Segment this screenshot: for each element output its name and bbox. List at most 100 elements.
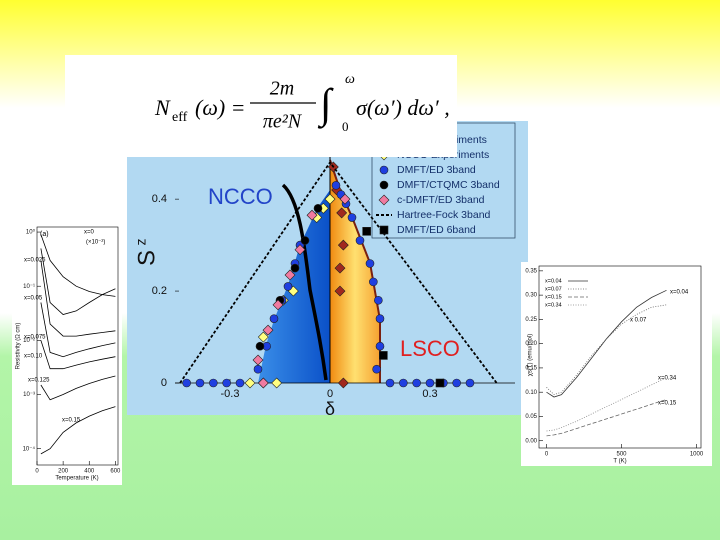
- annotation: x=0.04: [670, 290, 689, 296]
- formula-denominator: πe²N: [263, 111, 303, 133]
- point: [272, 299, 284, 311]
- point: [372, 364, 381, 374]
- chart-title: (a): [40, 231, 49, 238]
- legend-label: x=0.34: [545, 302, 562, 308]
- x-tick-label: 0: [35, 469, 39, 475]
- point: [244, 377, 256, 389]
- series-label: x=0: [84, 230, 95, 236]
- point: [290, 263, 300, 273]
- x-tick-label: 0.3: [422, 388, 437, 400]
- legend-label: c-DMFT/ED 3band: [397, 194, 485, 206]
- point: [365, 259, 375, 268]
- formula-upper: ω: [345, 72, 355, 87]
- point: [257, 377, 269, 389]
- plot-frame: [538, 265, 702, 449]
- annotation: (×10⁻²): [86, 240, 105, 246]
- susceptibility-chart: 0 500 1000 0.00 0.05 0.10 0.15 0.20 0.25 0.30 0.35…: [521, 262, 712, 466]
- point: [195, 378, 205, 388]
- point: [374, 295, 383, 305]
- point: [222, 378, 231, 388]
- y-tick-label: 10⁻¹: [23, 284, 35, 290]
- y-tick-label: 0.4: [152, 193, 167, 205]
- series-line: [40, 375, 116, 401]
- point: [253, 364, 263, 374]
- point: [324, 193, 336, 205]
- point: [336, 207, 348, 219]
- point: [283, 282, 293, 291]
- point: [369, 277, 378, 287]
- y-tick-label: 0.30: [525, 293, 537, 299]
- series-line: [546, 304, 667, 396]
- series-label: x=0.10: [24, 354, 43, 360]
- x-axis-label: δ: [325, 399, 335, 419]
- y-tick-label: 0.15: [525, 365, 537, 371]
- series-line: [179, 160, 498, 384]
- point: [331, 181, 341, 190]
- legend-swatch: [379, 225, 389, 235]
- y-tick-label: 0.25: [525, 317, 537, 323]
- series-line: [40, 340, 116, 370]
- point: [334, 285, 346, 297]
- panel: [521, 262, 712, 466]
- point: [452, 378, 461, 388]
- formula-sub: eff: [172, 110, 188, 125]
- y-tick-label: 10⁰: [26, 229, 36, 236]
- legend-label: DMFT/CTQMC 3band: [397, 179, 500, 191]
- series-line: [546, 289, 667, 398]
- point: [385, 378, 395, 388]
- point: [399, 378, 408, 388]
- point: [262, 324, 274, 336]
- point: [362, 227, 371, 236]
- point: [209, 378, 218, 388]
- legend-label: x=0.04: [545, 278, 562, 284]
- series-label: x=0.125: [28, 378, 50, 384]
- point: [257, 331, 269, 343]
- y-tick-label: 0.10: [525, 390, 537, 396]
- point: [255, 341, 265, 351]
- point: [425, 378, 435, 388]
- point: [435, 378, 445, 388]
- series-label: x=0.025: [24, 258, 46, 264]
- point: [355, 236, 365, 245]
- legend-label: DMFT/ED 3band: [397, 164, 476, 176]
- point: [271, 377, 283, 389]
- legend-label: DMFT/ED 6band: [397, 224, 476, 236]
- point: [375, 341, 385, 351]
- ncco-boundary: [281, 183, 328, 381]
- y-axis-label: Resistivity (Ω cm): [16, 323, 22, 370]
- x-tick-label: 600: [110, 469, 121, 475]
- point: [375, 314, 385, 323]
- phase-diagram: -0.300.300.20.4δSzNCCOLSCOLSCO Experimen…: [127, 121, 528, 419]
- point: [339, 193, 351, 205]
- annotation: x=0.34: [658, 376, 677, 382]
- y-tick-label: 10⁻⁴: [23, 445, 36, 452]
- formula-box: [65, 55, 457, 157]
- formula-arg: (ω) =: [195, 95, 246, 120]
- series-label: x=0.05: [24, 296, 43, 302]
- x-tick-label: -0.3: [221, 388, 240, 400]
- legend-label: x=0.15: [545, 294, 562, 300]
- point: [284, 269, 296, 281]
- legend-label: x=0.07: [545, 286, 562, 292]
- point: [294, 244, 306, 256]
- x-tick-label: 1000: [690, 452, 704, 458]
- x-tick-label: 200: [58, 469, 69, 475]
- series-label: x=0.15: [62, 418, 81, 424]
- point: [252, 354, 264, 366]
- y-tick-label: 10⁻³: [23, 392, 35, 398]
- point: [313, 204, 323, 213]
- point: [412, 378, 421, 388]
- y-tick-label: 0: [161, 377, 167, 389]
- legend-swatch: [379, 180, 389, 190]
- series-line: [40, 248, 116, 315]
- formula-lower: 0: [342, 119, 349, 134]
- annotation: x 0.07: [630, 318, 647, 324]
- series-line: [40, 260, 116, 337]
- annotation: LSCO: [400, 336, 460, 361]
- y-axis-label-sup: z: [133, 239, 149, 246]
- y-tick-label: 0.35: [525, 268, 537, 274]
- formula-integrand: σ(ω′) dω′ ,: [356, 95, 450, 120]
- point: [269, 314, 279, 323]
